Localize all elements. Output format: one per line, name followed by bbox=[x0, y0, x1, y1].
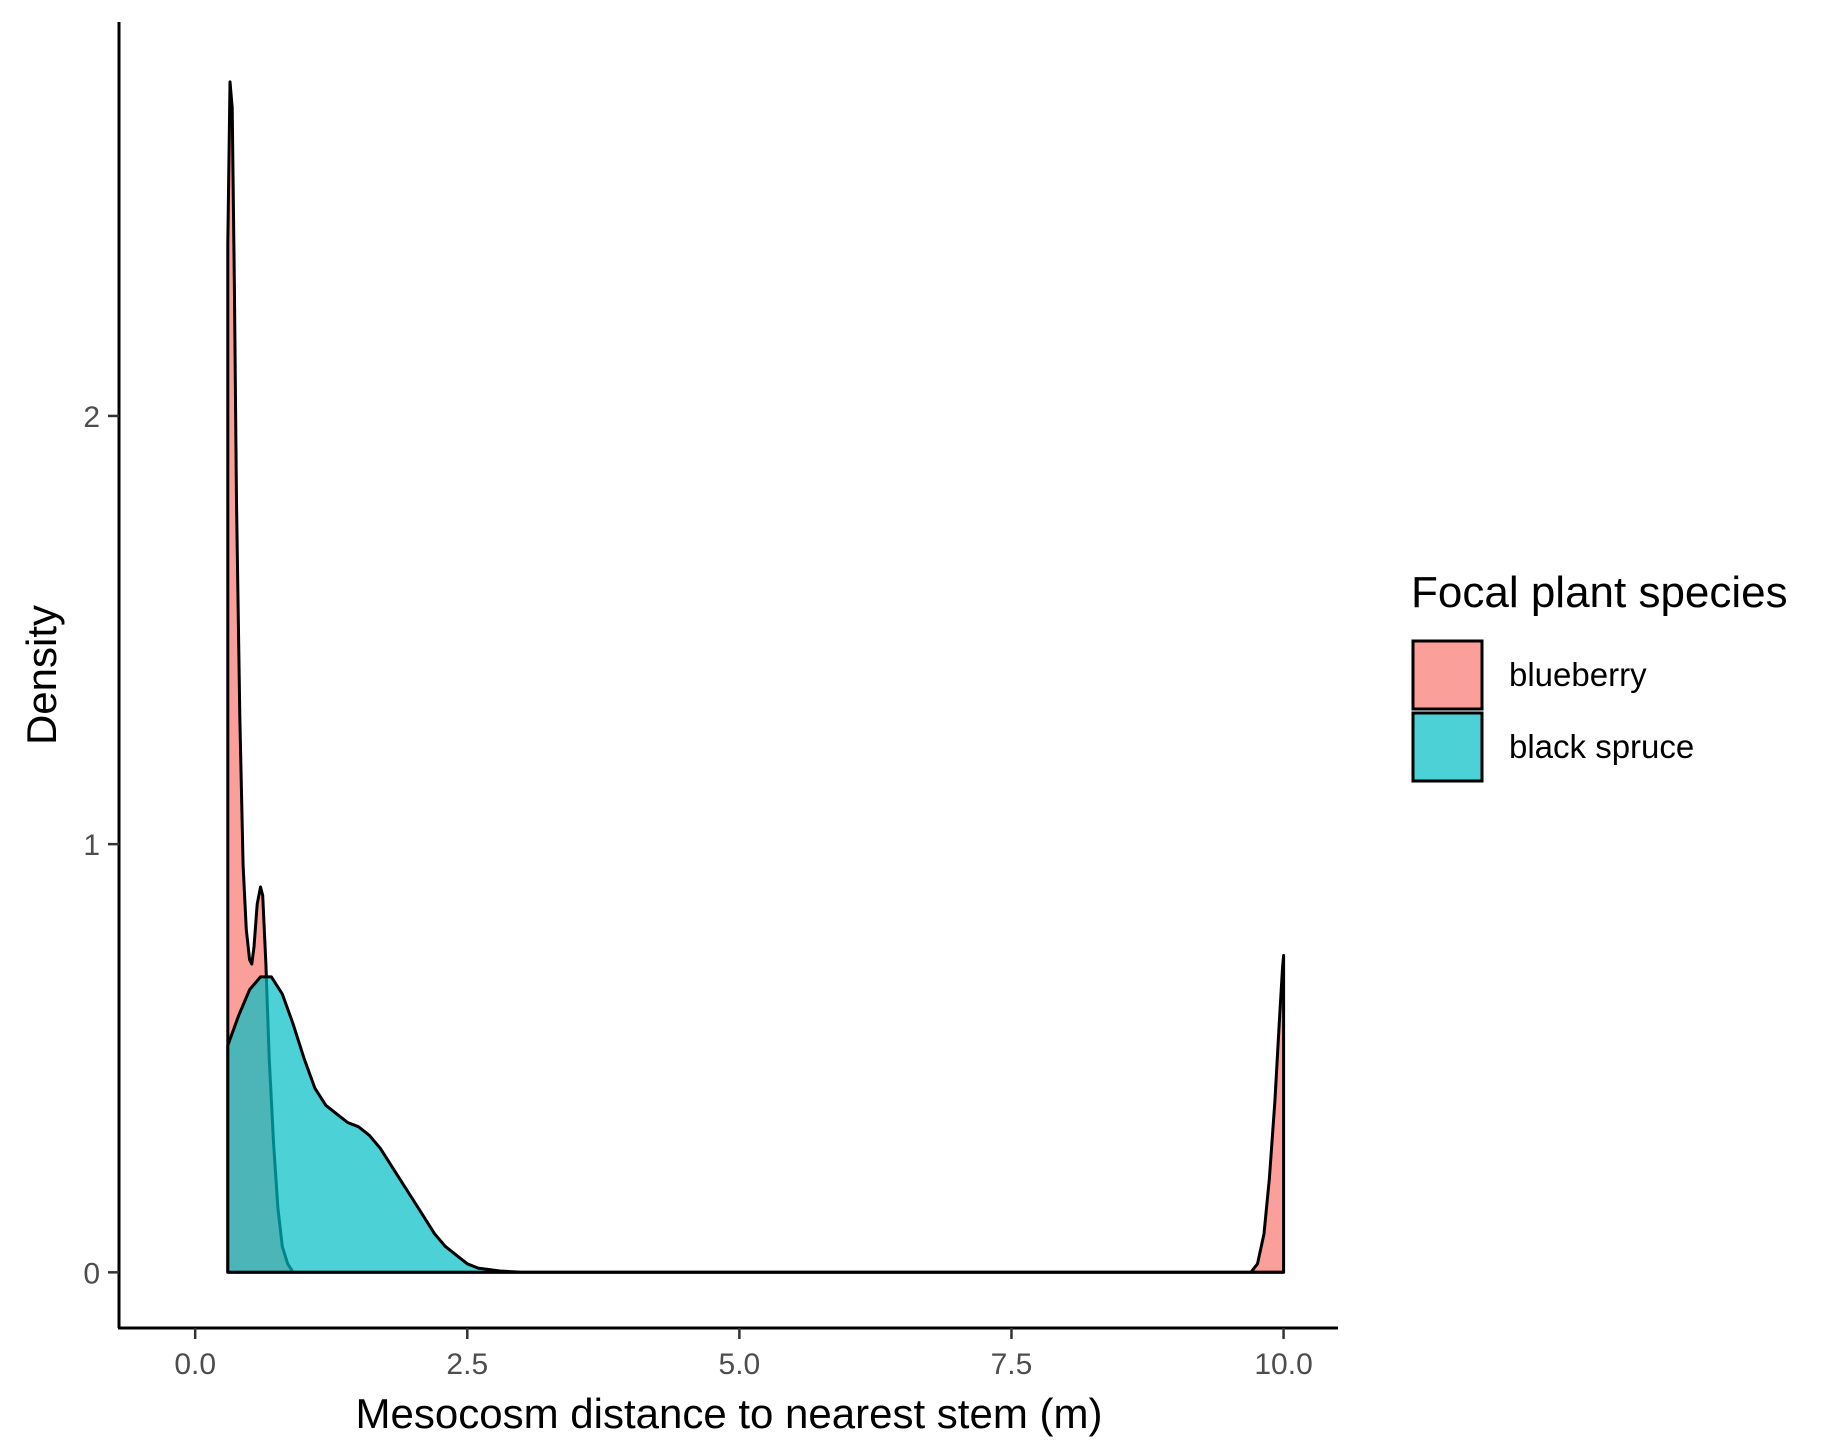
y-tick-label: 0 bbox=[83, 1257, 100, 1290]
x-ticks: 0.0 2.5 5.0 7.5 10.0 bbox=[174, 1328, 1313, 1381]
density-area-black-spruce bbox=[226, 975, 1286, 1274]
density-area-blueberry bbox=[226, 80, 1286, 1274]
x-axis-title: Mesocosm distance to nearest stem (m) bbox=[356, 1390, 1103, 1437]
axes bbox=[117, 22, 1338, 1330]
y-ticks: 0 1 2 bbox=[83, 401, 119, 1290]
y-tick-label: 2 bbox=[83, 401, 100, 434]
legend-swatch bbox=[1411, 711, 1484, 783]
y-tick-label: 1 bbox=[83, 829, 100, 862]
x-tick-label: 5.0 bbox=[719, 1348, 761, 1381]
legend-label: blueberry bbox=[1509, 656, 1647, 693]
y-axis-title: Density bbox=[18, 605, 65, 745]
x-tick-label: 7.5 bbox=[991, 1348, 1033, 1381]
density-areas bbox=[226, 80, 1286, 1274]
legend-title: Focal plant species bbox=[1411, 568, 1788, 617]
legend-entries: blueberry black spruce bbox=[1411, 639, 1694, 783]
legend-label: black spruce bbox=[1509, 728, 1694, 765]
x-tick-label: 10.0 bbox=[1254, 1348, 1312, 1381]
legend-swatch bbox=[1411, 639, 1484, 711]
x-tick-label: 0.0 bbox=[174, 1348, 216, 1381]
x-tick-label: 2.5 bbox=[446, 1348, 488, 1381]
legend: Focal plant species blueberry black spruc… bbox=[1411, 568, 1788, 783]
